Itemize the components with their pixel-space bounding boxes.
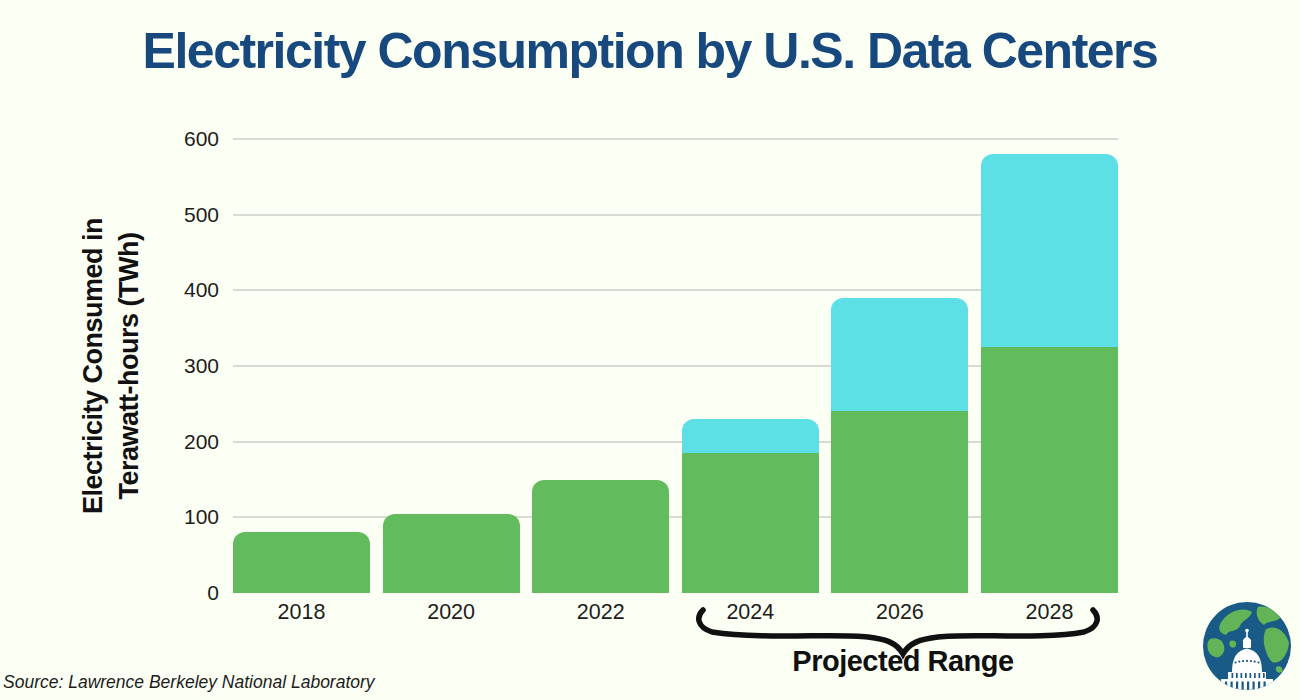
bar-2026-high: [831, 298, 968, 412]
x-tick-2022: 2022: [532, 600, 669, 625]
y-tick-300: 300: [143, 354, 219, 378]
bar-2026-low: [831, 411, 968, 593]
y-tick-100: 100: [143, 505, 219, 529]
bar-2022-low: [532, 480, 669, 594]
x-tick-2018: 2018: [233, 600, 370, 625]
y-tick-0: 0: [143, 581, 219, 605]
y-tick-200: 200: [143, 430, 219, 454]
y-axis-title-line2: Terawatt-hours (TWh): [111, 156, 147, 576]
source-attribution: Source: Lawrence Berkeley National Labor…: [3, 672, 375, 693]
x-tick-2024: 2024: [682, 600, 819, 625]
bar-2024-low: [682, 453, 819, 593]
bar-2028-low: [981, 347, 1118, 593]
bar-2020-low: [383, 514, 520, 593]
bar-2024-high: [682, 419, 819, 453]
projected-range-label: Projected Range: [700, 645, 1106, 678]
x-tick-2028: 2028: [981, 600, 1118, 625]
y-axis-title-line1: Electricity Consumed in: [75, 156, 111, 576]
infographic-canvas: Electricity Consumption by U.S. Data Cen…: [0, 0, 1300, 700]
x-tick-2020: 2020: [383, 600, 520, 625]
y-tick-500: 500: [143, 203, 219, 227]
y-tick-400: 400: [143, 278, 219, 302]
y-axis-title: Electricity Consumed in Terawatt-hours (…: [75, 156, 147, 576]
y-tick-600: 600: [143, 127, 219, 151]
bar-2028-high: [981, 154, 1118, 347]
globe-capitol-icon: [1202, 599, 1292, 693]
bar-2018-low: [233, 532, 370, 593]
chart-title: Electricity Consumption by U.S. Data Cen…: [0, 22, 1300, 80]
x-tick-2026: 2026: [831, 600, 968, 625]
plot-area: [233, 139, 1118, 593]
gridline-600: [233, 138, 1118, 140]
